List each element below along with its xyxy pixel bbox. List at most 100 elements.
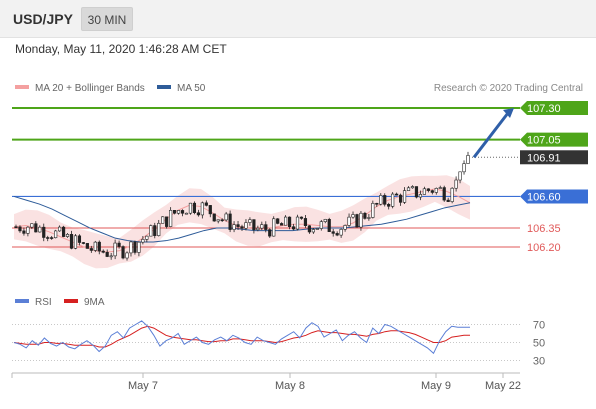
level-label-106.91: 106.91 xyxy=(527,152,561,164)
candle-body xyxy=(240,226,244,229)
candle-body xyxy=(422,188,426,195)
candle-body xyxy=(196,212,200,216)
candle-body xyxy=(224,213,228,221)
candle-body xyxy=(256,227,260,231)
resistance-label-bg-0 xyxy=(520,101,588,115)
candle-body xyxy=(319,221,323,229)
candle-body xyxy=(446,199,450,202)
candle-body xyxy=(73,235,78,249)
candle-body xyxy=(450,187,454,202)
candle-body xyxy=(323,219,327,222)
resistance-label-bg-1 xyxy=(520,132,588,147)
candle-body xyxy=(375,202,379,205)
candle-body xyxy=(454,179,458,189)
candle-body xyxy=(418,194,423,198)
candle-body xyxy=(46,237,50,239)
candle-body xyxy=(303,218,308,227)
candle-body xyxy=(291,226,296,230)
candle-body xyxy=(153,225,157,236)
candle-body xyxy=(379,195,383,205)
candle-body xyxy=(176,210,181,214)
candle-body xyxy=(54,230,58,239)
candle-body xyxy=(363,212,367,219)
x-tick-label: May 7 xyxy=(128,380,158,392)
candle-body xyxy=(172,210,177,214)
candle-body xyxy=(272,218,276,237)
ma20-legend-label: MA 20 + Bollinger Bands xyxy=(35,83,145,94)
candle-body xyxy=(192,202,197,214)
candle-body xyxy=(466,155,470,164)
candle-body xyxy=(307,225,312,233)
candle-body xyxy=(109,255,113,258)
candle-body xyxy=(410,186,415,189)
forecast-arrow xyxy=(472,108,514,159)
bollinger-band xyxy=(14,175,470,269)
level-label-107.30: 107.30 xyxy=(527,103,561,115)
bollinger-band-fill xyxy=(14,175,470,269)
candle-body xyxy=(347,216,351,226)
candle-body xyxy=(18,226,22,232)
candle-body xyxy=(442,187,446,201)
forecast-arrow-head xyxy=(503,108,514,118)
candle-body xyxy=(145,235,149,240)
candle-body xyxy=(402,190,407,203)
candle-body xyxy=(101,250,105,253)
candle-body xyxy=(248,219,252,223)
ma50-legend-label: MA 50 xyxy=(177,83,206,94)
candle-body xyxy=(462,163,466,173)
x-axis-ticks: May 7 May 8 May 9 May 22 xyxy=(11,373,521,392)
candle-body xyxy=(204,202,208,206)
rsi-legend-swatch xyxy=(15,299,29,303)
candle-body xyxy=(335,233,339,236)
candle-body xyxy=(228,213,232,230)
candle-body xyxy=(236,224,240,227)
candle-body xyxy=(343,225,347,230)
candle-body xyxy=(295,216,300,230)
candle-body xyxy=(117,242,121,247)
candle-body xyxy=(137,241,141,253)
chart-header: USD/JPY 30 MIN xyxy=(0,0,596,38)
candle-body xyxy=(276,218,280,224)
candle-body xyxy=(61,226,66,237)
candle-body xyxy=(69,234,74,249)
ma20-legend-swatch xyxy=(15,85,29,89)
candle-body xyxy=(430,190,434,193)
level-labels: 107.30 107.05 106.91 106.60 106.35 106.20 xyxy=(520,101,588,254)
candle-body xyxy=(93,241,97,251)
candle-body xyxy=(284,216,288,226)
candle-body xyxy=(383,195,387,205)
candle-body xyxy=(398,194,403,203)
candle-body xyxy=(65,234,70,237)
candle-body xyxy=(129,241,133,254)
candle-body xyxy=(50,237,54,239)
candle-body xyxy=(395,193,399,196)
candle-body xyxy=(200,202,204,216)
candle-body xyxy=(327,219,331,232)
rsi-ma-legend-swatch xyxy=(64,299,78,303)
candle-body xyxy=(81,242,86,244)
candle-body xyxy=(287,216,292,228)
level-label-106.35: 106.35 xyxy=(527,223,561,235)
candle-body xyxy=(30,223,34,228)
candle-body xyxy=(208,205,212,215)
pivot-label-bg xyxy=(520,189,588,204)
timeframe-button[interactable]: 30 MIN xyxy=(81,7,133,31)
candle-body xyxy=(133,241,137,253)
rsi-tick-70: 70 xyxy=(533,320,545,332)
candle-body xyxy=(38,226,42,233)
candle-body xyxy=(58,226,62,232)
candle-body xyxy=(315,228,319,230)
candle-body xyxy=(264,224,268,230)
candle-body xyxy=(458,171,462,181)
candle-body xyxy=(331,231,335,234)
candle-body xyxy=(220,219,224,222)
candle-body xyxy=(216,219,220,222)
candle-body xyxy=(260,224,264,229)
rsi-tick-30: 30 xyxy=(533,356,545,368)
candle-body xyxy=(184,212,189,215)
candle-body xyxy=(391,193,395,207)
candle-body xyxy=(34,223,38,233)
rsi-tick-50: 50 xyxy=(533,338,545,350)
forecast-arrow-shaft xyxy=(472,112,510,159)
